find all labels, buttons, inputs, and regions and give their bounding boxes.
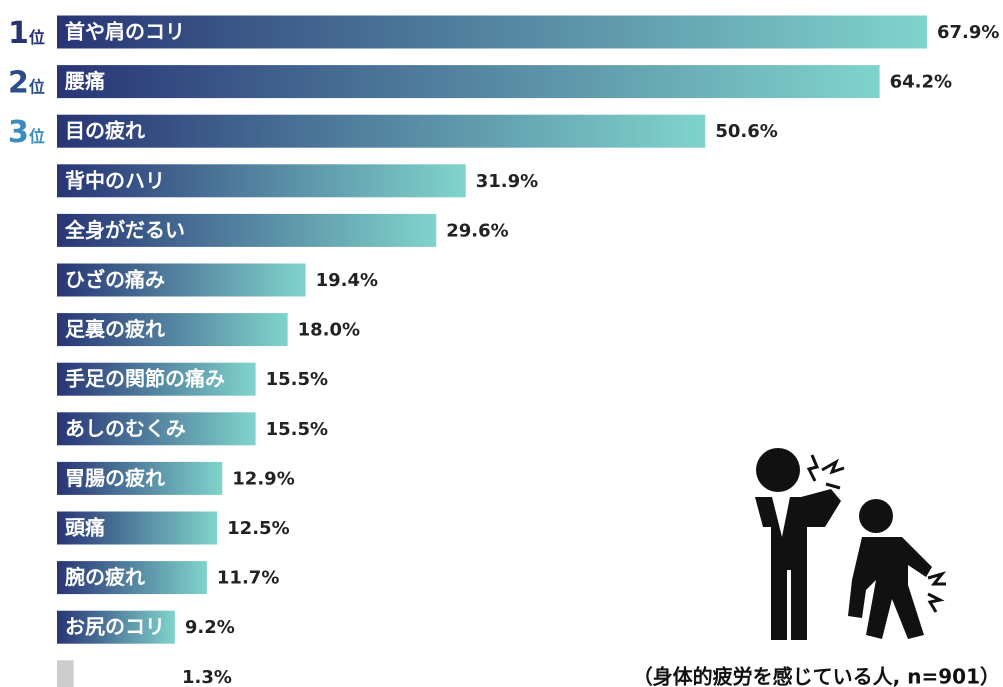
rank-label: 1位	[8, 16, 45, 51]
illustration	[755, 448, 946, 640]
category-label: あしのむくみ	[65, 416, 186, 440]
category-label: 足裏の疲れ	[65, 317, 165, 341]
value-label: 64.2%	[890, 72, 952, 93]
value-label: 9.2%	[185, 617, 235, 638]
value-label: 31.9%	[476, 171, 538, 192]
category-label: 腕の疲れ	[64, 565, 145, 589]
chart: （身体的疲労を感じている人, n=901） 首や肩のコリ 67.9% 腰痛 64.2%…	[0, 0, 1003, 687]
bar	[57, 16, 927, 49]
category-label: 全身がだるい	[64, 218, 185, 242]
category-label: 目の疲れ	[65, 119, 145, 143]
value-label: 19.4%	[316, 270, 378, 291]
category-label: 首や肩のコリ	[65, 20, 185, 44]
category-label: ひざの痛み	[65, 268, 165, 292]
category-label: 背中のハリ	[65, 168, 165, 192]
value-label: 67.9%	[937, 22, 999, 43]
rank-number: 2	[8, 65, 29, 100]
value-label: 50.6%	[715, 121, 777, 142]
category-label: 胃腸の疲れ	[65, 466, 165, 490]
rank-number: 1	[8, 16, 29, 51]
value-label: 12.9%	[232, 468, 294, 489]
category-label: その他	[85, 664, 145, 687]
note: （身体的疲労を感じている人, n=901）	[633, 665, 1000, 687]
value-label: 11.7%	[217, 568, 279, 589]
page: {"chart_data": {"type": "hbar", "categor…	[0, 0, 1003, 687]
value-label: 1.3%	[182, 667, 232, 687]
value-label: 12.5%	[227, 518, 289, 539]
rank-suffix: 位	[29, 127, 45, 146]
value-label: 15.5%	[266, 369, 328, 390]
rank-suffix: 位	[29, 28, 45, 47]
rank-label: 3位	[8, 115, 45, 150]
category-label: 頭痛	[65, 516, 105, 540]
rank-label: 2位	[8, 65, 45, 100]
category-label: お尻のコリ	[65, 615, 165, 639]
value-label: 15.5%	[266, 419, 328, 440]
value-label: 29.6%	[446, 220, 508, 241]
rank-number: 3	[8, 115, 29, 150]
bar	[57, 65, 880, 98]
category-label: 手足の関節の痛み	[65, 367, 225, 391]
value-label: 18.0%	[298, 320, 360, 341]
bar	[57, 115, 705, 148]
category-label: 腰痛	[64, 69, 105, 93]
rank-suffix: 位	[29, 77, 45, 96]
bar	[57, 660, 74, 687]
